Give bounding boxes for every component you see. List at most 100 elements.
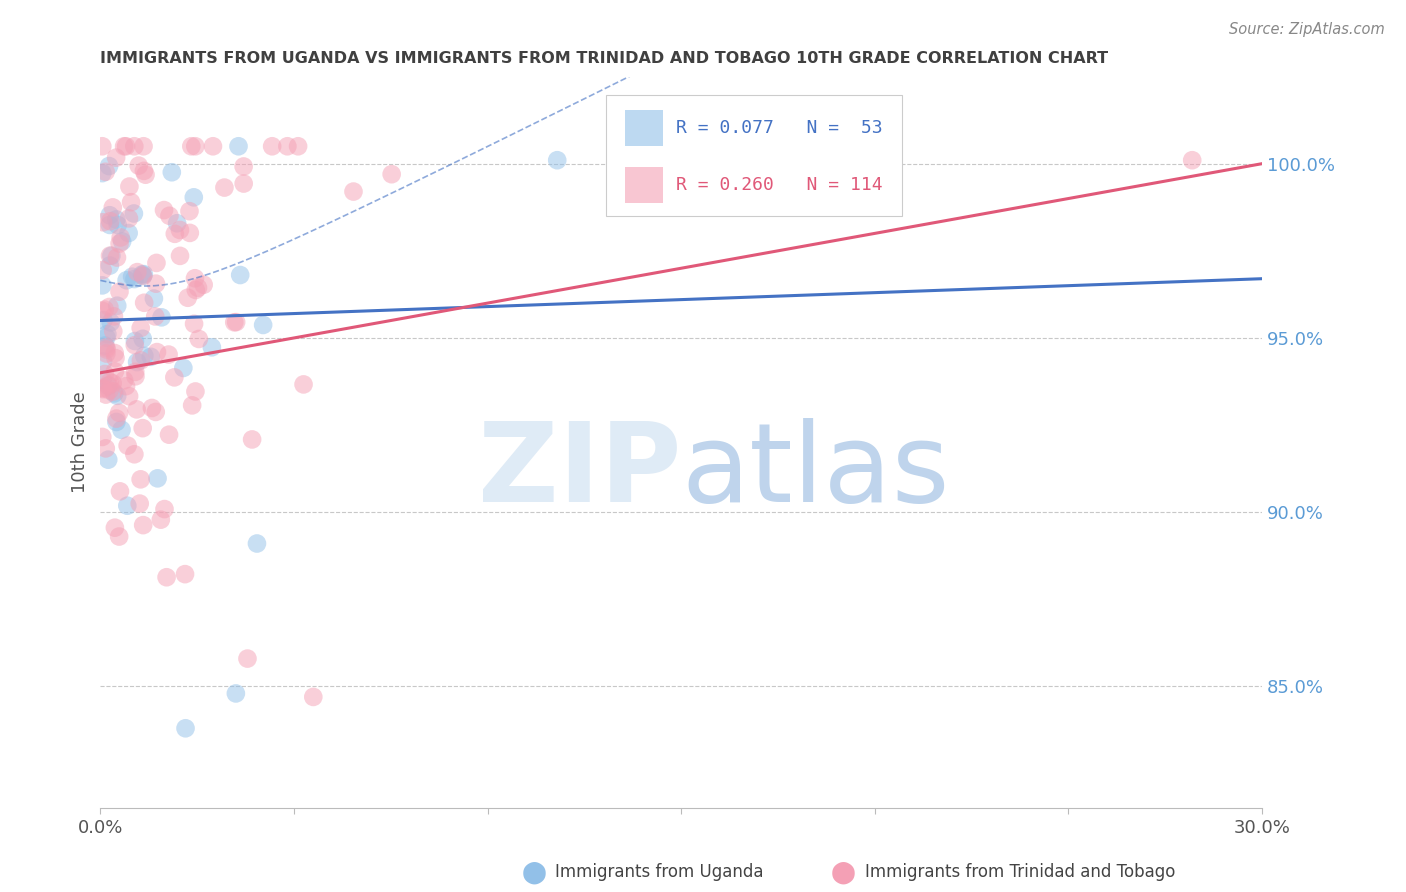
Point: [107, 218, 129, 232]
Point: [302, 690, 325, 704]
Point: [117, 499, 139, 513]
Point: [129, 321, 152, 335]
Point: [184, 271, 207, 285]
Point: [181, 398, 204, 412]
Point: [104, 346, 127, 360]
Point: [94, 367, 117, 381]
Point: [117, 439, 139, 453]
Point: [125, 402, 148, 417]
Point: [183, 317, 205, 331]
Text: R = 0.260   N = 114: R = 0.260 N = 114: [676, 176, 883, 194]
Point: [103, 384, 125, 399]
Point: [124, 334, 146, 348]
Point: [174, 721, 197, 735]
Point: [108, 285, 131, 299]
Point: [193, 277, 215, 292]
Point: [132, 332, 155, 346]
Point: [104, 364, 127, 378]
Point: [110, 230, 132, 244]
Point: [146, 471, 169, 485]
Point: [143, 310, 166, 324]
Text: R = 0.077   N =  53: R = 0.077 N = 53: [676, 119, 883, 136]
Point: [91, 215, 114, 229]
Point: [225, 686, 247, 700]
Point: [131, 268, 153, 282]
Point: [174, 567, 197, 582]
Bar: [626, 110, 662, 146]
Point: [128, 497, 150, 511]
Point: [132, 139, 155, 153]
Point: [153, 203, 176, 218]
Point: [134, 349, 156, 363]
Point: [94, 387, 117, 401]
Point: [149, 513, 172, 527]
Point: [124, 139, 146, 153]
Point: [246, 536, 269, 550]
Point: [91, 303, 114, 318]
Point: [153, 502, 176, 516]
Point: [105, 151, 128, 165]
Point: [127, 355, 149, 369]
Point: [97, 452, 120, 467]
Point: [160, 165, 183, 179]
Point: [94, 442, 117, 456]
Bar: [626, 167, 662, 203]
Point: [104, 521, 127, 535]
Point: [91, 166, 114, 180]
Point: [232, 177, 254, 191]
Text: Source: ZipAtlas.com: Source: ZipAtlas.com: [1229, 22, 1385, 37]
Point: [184, 283, 207, 297]
Point: [163, 370, 186, 384]
Point: [91, 139, 114, 153]
Point: [236, 651, 259, 665]
Point: [118, 211, 141, 226]
Point: [381, 167, 404, 181]
Point: [112, 373, 135, 387]
Text: Immigrants from Uganda: Immigrants from Uganda: [555, 863, 763, 881]
Point: [108, 406, 131, 420]
Point: [172, 360, 194, 375]
Point: [98, 300, 121, 314]
Point: [187, 281, 209, 295]
Point: [91, 382, 114, 396]
Point: [134, 295, 156, 310]
Point: [157, 427, 180, 442]
Point: [1181, 153, 1204, 168]
Point: [124, 272, 146, 286]
Point: [232, 160, 254, 174]
Point: [100, 315, 122, 329]
Point: [97, 379, 120, 393]
Point: [139, 350, 162, 364]
Point: [132, 164, 155, 178]
Point: [132, 267, 155, 281]
Text: ZIP: ZIP: [478, 418, 681, 525]
Point: [122, 206, 145, 220]
Point: [91, 381, 114, 395]
Point: [98, 208, 121, 222]
Point: [98, 375, 121, 389]
Point: [145, 256, 167, 270]
Point: [145, 405, 167, 419]
Point: [118, 389, 141, 403]
Point: [98, 384, 121, 398]
Point: [157, 347, 180, 361]
Point: [184, 139, 207, 153]
Text: Immigrants from Trinidad and Tobago: Immigrants from Trinidad and Tobago: [865, 863, 1175, 881]
Point: [98, 259, 121, 273]
Text: ⬤: ⬤: [522, 861, 547, 884]
Point: [187, 332, 209, 346]
Point: [120, 195, 142, 210]
Point: [105, 212, 128, 227]
Point: [145, 277, 167, 291]
Point: [103, 386, 125, 401]
Point: [228, 139, 250, 153]
Point: [91, 373, 114, 387]
Point: [103, 324, 125, 338]
Y-axis label: 10th Grade: 10th Grade: [72, 392, 89, 493]
Point: [131, 421, 153, 435]
Point: [93, 313, 115, 327]
Point: [252, 318, 274, 332]
Point: [135, 168, 157, 182]
Point: [166, 216, 188, 230]
Point: [97, 378, 120, 392]
